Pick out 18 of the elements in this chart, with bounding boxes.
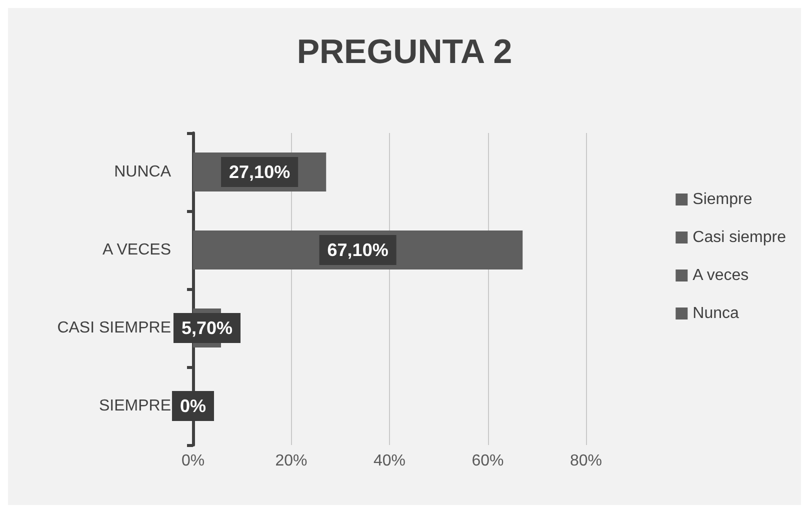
- data-label: 0%: [180, 396, 206, 416]
- data-label: 27,10%: [229, 162, 290, 182]
- x-tick-label: 40%: [373, 452, 406, 470]
- legend-label: Nunca: [692, 305, 739, 322]
- x-tick-label: 0%: [181, 452, 205, 470]
- y-tick-label: CASI SIEMPRE: [57, 320, 171, 336]
- chart-title: PREGUNTA 2: [296, 33, 512, 71]
- legend-label: Siempre: [692, 191, 752, 208]
- data-label: 67,10%: [327, 240, 388, 260]
- y-tick-label: SIEMPRE: [98, 398, 171, 414]
- data-label: 5,70%: [181, 318, 233, 338]
- x-tick-label: 20%: [275, 452, 308, 470]
- y-tick-label: A VECES: [102, 242, 171, 258]
- legend-label: Casi siempre: [692, 229, 786, 246]
- x-tick-label: 80%: [570, 452, 602, 470]
- y-tick-label: NUNCA: [114, 164, 172, 180]
- x-tick-label: 60%: [472, 452, 504, 470]
- legend-label: A veces: [692, 267, 749, 284]
